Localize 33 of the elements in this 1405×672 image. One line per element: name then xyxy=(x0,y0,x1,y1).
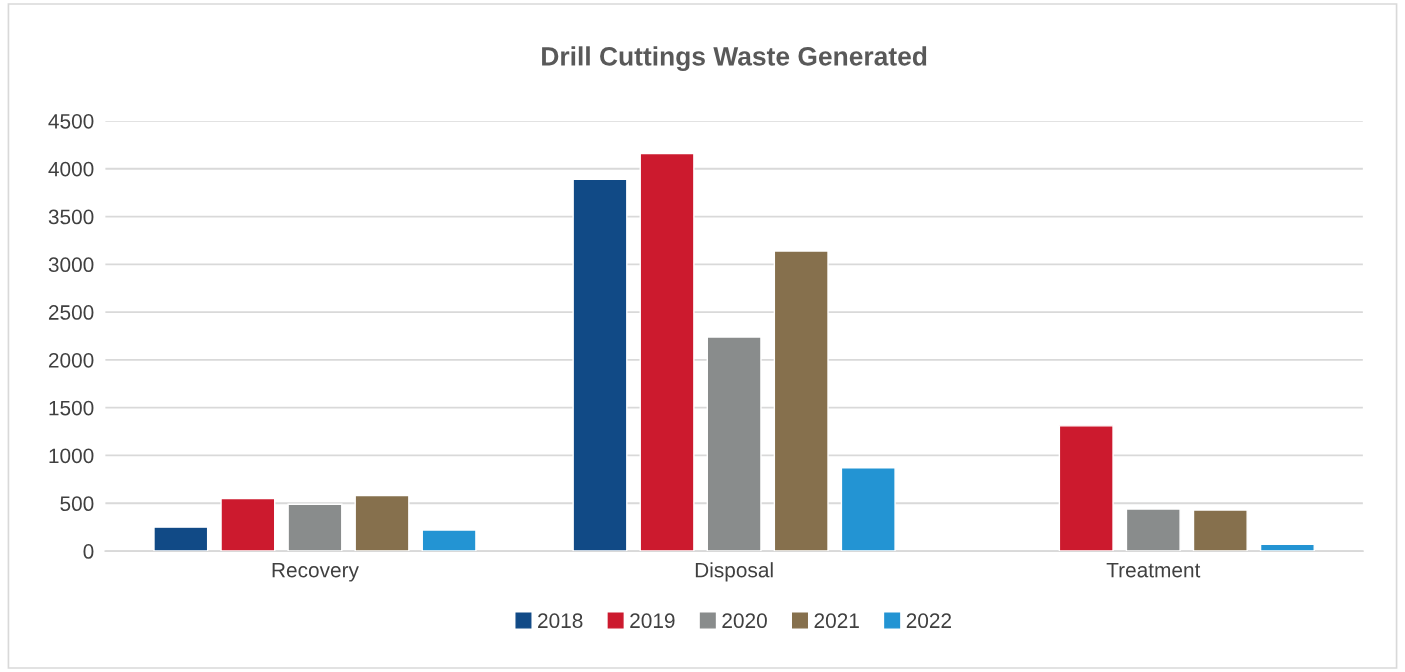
y-tick-label: 4000 xyxy=(48,161,94,177)
legend-label: 2021 xyxy=(814,613,859,629)
bar xyxy=(773,250,829,552)
bar xyxy=(840,467,896,552)
bar xyxy=(706,336,762,552)
x-tick-label: Disposal xyxy=(695,562,773,582)
chart-title: Drill Cuttings Waste Generated xyxy=(542,46,927,71)
legend-label: 2022 xyxy=(906,613,952,629)
y-tick-label: 1500 xyxy=(49,400,94,416)
bar xyxy=(287,503,343,552)
x-tick-label: Recovery xyxy=(272,562,359,582)
legend-label: 2020 xyxy=(722,613,767,629)
y-tick-label: 0 xyxy=(83,544,94,559)
bar xyxy=(421,529,477,552)
bar xyxy=(639,152,695,552)
legend-label: 2018 xyxy=(538,613,583,629)
y-tick-label: 4500 xyxy=(48,113,94,129)
y-tick-label: 2500 xyxy=(48,305,94,320)
bar xyxy=(1125,508,1181,552)
y-tick-label: 1000 xyxy=(49,448,94,464)
bar xyxy=(153,526,209,552)
bar xyxy=(220,497,276,552)
y-tick-label: 2000 xyxy=(48,352,94,368)
x-tick-label: Treatment xyxy=(1106,562,1201,578)
y-tick-label: 3500 xyxy=(48,209,94,225)
bar xyxy=(354,494,410,552)
legend-label: 2019 xyxy=(630,613,675,629)
y-tick-label: 3000 xyxy=(48,257,94,273)
bar xyxy=(572,178,628,552)
y-tick-label: 500 xyxy=(60,496,94,512)
bar xyxy=(1192,509,1248,552)
bar xyxy=(1058,425,1114,552)
bar xyxy=(1259,543,1315,552)
